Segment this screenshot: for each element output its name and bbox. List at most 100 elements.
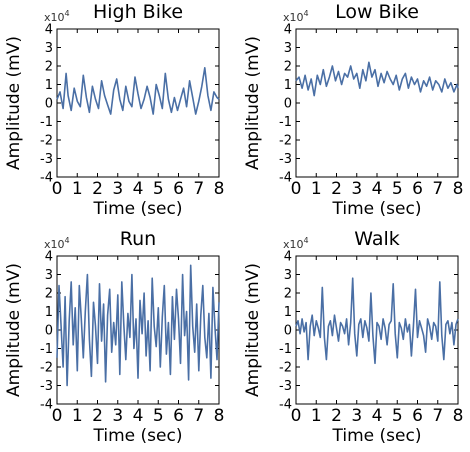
- chart-title: Walk: [354, 228, 400, 250]
- y-tick-label: 1: [45, 78, 53, 93]
- x-tick-label: 2: [331, 179, 342, 199]
- x-tick-label: 7: [432, 406, 443, 426]
- y-tick-label: -1: [40, 115, 53, 130]
- multiplier-exponent: 4: [65, 236, 70, 245]
- x-tick-label: 3: [351, 179, 362, 199]
- x-axis-label: Time (sec): [93, 426, 183, 446]
- y-axis-multiplier: x104: [44, 9, 70, 24]
- y-tick-label: -4: [279, 398, 292, 413]
- plot-frame: [295, 28, 459, 178]
- signal-line: [56, 67, 220, 115]
- y-tick-label: 4: [284, 23, 292, 38]
- y-tick-label: 1: [45, 305, 53, 320]
- x-tick-label: 6: [412, 406, 423, 426]
- x-tick-label: 4: [372, 179, 383, 199]
- chart-title: Run: [120, 228, 156, 250]
- y-tick-label: 4: [45, 23, 53, 38]
- y-tick-label: 2: [284, 60, 292, 75]
- y-tick-label: -1: [279, 342, 292, 357]
- x-tick-label: 1: [311, 406, 322, 426]
- x-tick-label: 1: [72, 179, 83, 199]
- signal-line: [295, 277, 459, 365]
- signal-line: [295, 61, 459, 97]
- x-tick-label: 3: [112, 179, 123, 199]
- x-tick-label: 8: [214, 179, 225, 199]
- x-tick-label: 5: [392, 406, 403, 426]
- x-tick-label: 6: [173, 179, 184, 199]
- x-tick-label: 6: [412, 179, 423, 199]
- y-tick-label: 2: [45, 287, 53, 302]
- x-tick-label: 0: [291, 406, 302, 426]
- y-tick-label: -4: [40, 171, 53, 186]
- multiplier-exponent: 4: [304, 236, 309, 245]
- x-tick-label: 5: [153, 406, 164, 426]
- y-tick-label: 4: [284, 250, 292, 265]
- multiplier-base: x10: [283, 238, 304, 251]
- x-tick-label: 8: [453, 179, 464, 199]
- y-tick-label: -2: [40, 361, 53, 376]
- y-axis-multiplier: x104: [283, 9, 309, 24]
- y-tick-label: 3: [45, 41, 53, 56]
- x-tick-label: 0: [52, 406, 63, 426]
- y-tick-label: 0: [45, 97, 53, 112]
- signal-line: [56, 264, 220, 387]
- y-axis-multiplier: x104: [44, 236, 70, 251]
- x-tick-label: 6: [173, 406, 184, 426]
- y-tick-label: 0: [284, 324, 292, 339]
- y-tick-label: 2: [45, 60, 53, 75]
- y-tick-label: 1: [284, 305, 292, 320]
- y-tick-label: -2: [40, 134, 53, 149]
- x-tick-label: 7: [193, 406, 204, 426]
- x-tick-label: 0: [52, 179, 63, 199]
- y-axis-multiplier: x104: [283, 236, 309, 251]
- x-tick-label: 3: [351, 406, 362, 426]
- x-tick-label: 4: [372, 406, 383, 426]
- y-tick-label: 0: [284, 97, 292, 112]
- y-tick-label: -2: [279, 134, 292, 149]
- y-tick-label: -2: [279, 361, 292, 376]
- y-tick-label: -3: [40, 379, 53, 394]
- x-tick-label: 1: [311, 179, 322, 199]
- y-tick-label: -4: [279, 171, 292, 186]
- multiplier-base: x10: [44, 238, 65, 251]
- y-tick-label: 2: [284, 287, 292, 302]
- y-axis-label: Amplitude (mV): [4, 36, 24, 170]
- y-tick-label: 3: [45, 268, 53, 283]
- x-tick-label: 8: [214, 406, 225, 426]
- y-axis-label: Amplitude (mV): [243, 263, 263, 397]
- x-axis-label: Time (sec): [332, 199, 422, 219]
- x-tick-label: 7: [432, 179, 443, 199]
- y-tick-label: 0: [45, 324, 53, 339]
- multiplier-exponent: 4: [304, 9, 309, 18]
- y-tick-label: 1: [284, 78, 292, 93]
- y-tick-label: 4: [45, 250, 53, 265]
- x-tick-label: 7: [193, 179, 204, 199]
- x-tick-label: 5: [392, 179, 403, 199]
- y-tick-label: -3: [279, 152, 292, 167]
- y-tick-label: -3: [40, 152, 53, 167]
- x-tick-label: 4: [133, 406, 144, 426]
- y-tick-label: -4: [40, 398, 53, 413]
- x-tick-label: 1: [72, 406, 83, 426]
- multiplier-exponent: 4: [65, 9, 70, 18]
- y-tick-label: -3: [279, 379, 292, 394]
- x-tick-label: 8: [453, 406, 464, 426]
- x-tick-label: 5: [153, 179, 164, 199]
- x-axis-label: Time (sec): [93, 199, 183, 219]
- y-tick-label: -1: [279, 115, 292, 130]
- chart-title: High Bike: [93, 1, 183, 23]
- multiplier-base: x10: [44, 11, 65, 24]
- y-axis-label: Amplitude (mV): [4, 263, 24, 397]
- y-axis-label: Amplitude (mV): [243, 36, 263, 170]
- x-tick-label: 0: [291, 179, 302, 199]
- y-tick-label: 3: [284, 41, 292, 56]
- x-tick-label: 2: [92, 179, 103, 199]
- x-tick-label: 2: [92, 406, 103, 426]
- x-tick-label: 3: [112, 406, 123, 426]
- x-tick-label: 2: [331, 406, 342, 426]
